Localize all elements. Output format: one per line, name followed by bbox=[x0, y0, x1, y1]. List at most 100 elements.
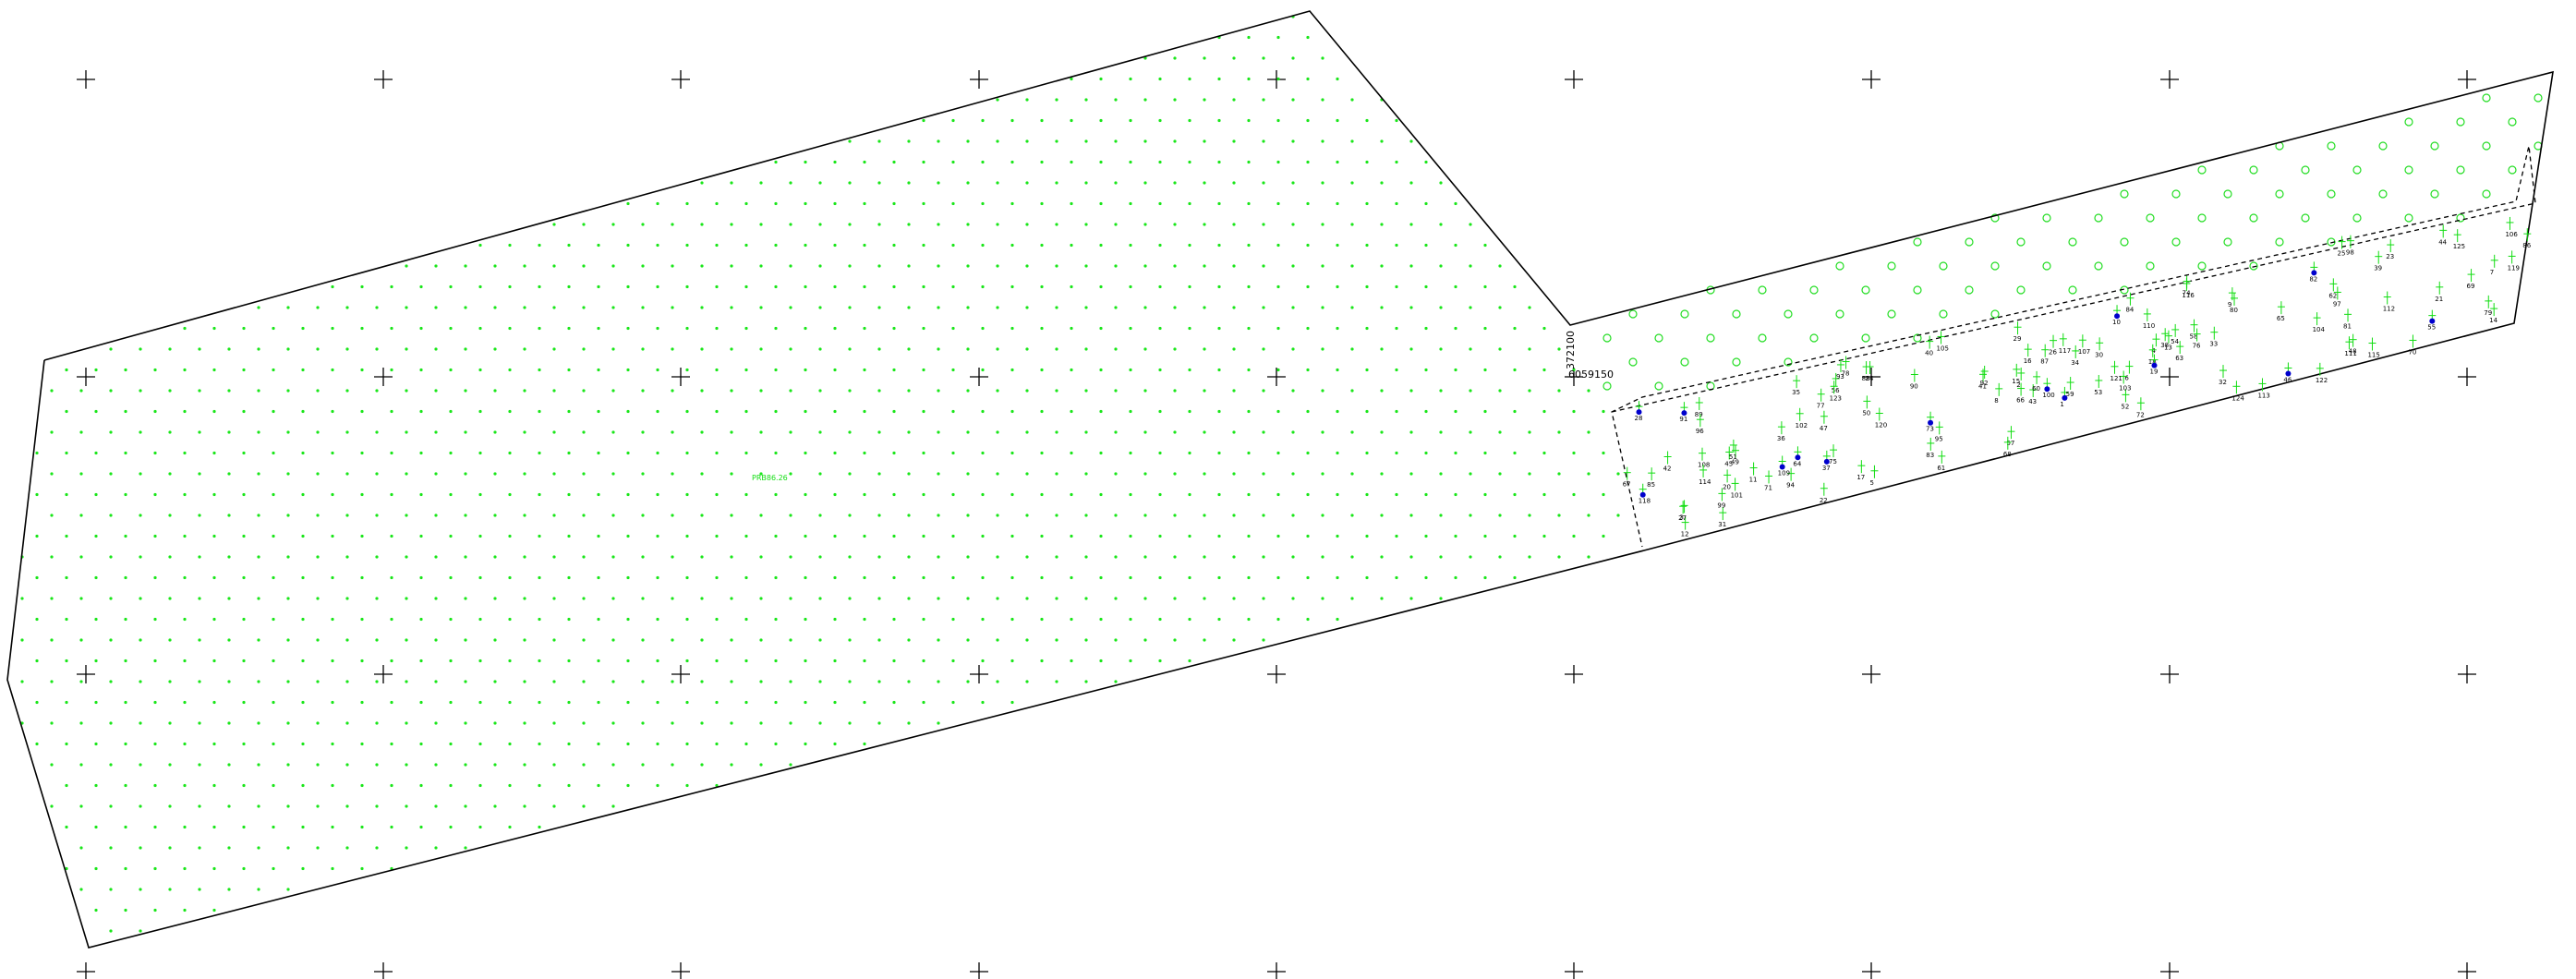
planting-dot bbox=[789, 347, 792, 351]
planting-dot bbox=[833, 575, 837, 580]
planting-dot bbox=[168, 638, 172, 642]
planting-dot bbox=[1513, 492, 1517, 497]
planting-dot bbox=[774, 201, 778, 206]
planting-dot bbox=[892, 243, 896, 248]
planting-dot bbox=[153, 659, 157, 663]
planting-dot bbox=[168, 389, 172, 393]
planting-dot bbox=[1188, 451, 1191, 455]
planting-dot bbox=[405, 514, 408, 517]
planting-dot bbox=[966, 347, 970, 351]
planting-dot bbox=[1380, 514, 1384, 517]
planting-dot bbox=[1114, 680, 1118, 683]
planting-dot bbox=[966, 139, 970, 143]
planting-dot bbox=[1040, 451, 1044, 455]
planting-dot bbox=[1217, 492, 1221, 497]
tree-marker: 97 bbox=[2333, 286, 2341, 308]
planting-dot bbox=[1070, 451, 1073, 455]
planting-dot bbox=[1291, 56, 1295, 60]
planting-dot bbox=[1276, 118, 1280, 123]
planting-dot bbox=[1424, 201, 1428, 206]
planting-dot bbox=[316, 763, 320, 767]
planting-dot bbox=[405, 763, 408, 767]
tree-number: 18 bbox=[2148, 358, 2157, 366]
tree-number: 43 bbox=[2028, 398, 2037, 405]
planting-dot bbox=[1336, 534, 1339, 538]
planting-dot bbox=[1070, 534, 1073, 538]
tree-circle bbox=[2352, 213, 2362, 223]
planting-dot bbox=[227, 763, 231, 767]
planting-dot bbox=[1336, 118, 1339, 123]
planting-dot bbox=[1276, 617, 1280, 622]
planting-dot bbox=[789, 680, 792, 683]
planting-dot bbox=[1454, 534, 1457, 538]
planting-dot bbox=[1084, 181, 1088, 185]
planting-dot bbox=[1469, 223, 1472, 226]
tree-number: 21 bbox=[2435, 296, 2443, 303]
planting-dot bbox=[65, 659, 68, 663]
planting-dot bbox=[168, 597, 172, 600]
planting-dot bbox=[1395, 575, 1398, 580]
planting-dot bbox=[611, 389, 615, 393]
planting-dot bbox=[1424, 409, 1428, 414]
planting-dot bbox=[1217, 160, 1221, 164]
planting-dot bbox=[907, 597, 911, 600]
planting-dot bbox=[405, 680, 408, 683]
planting-dot bbox=[493, 597, 497, 600]
planting-dot bbox=[478, 783, 482, 788]
planting-dot bbox=[345, 846, 349, 850]
tree-circle bbox=[2120, 189, 2129, 199]
tree-number: 46 bbox=[2283, 376, 2292, 383]
planting-dot bbox=[345, 680, 349, 683]
tree-marker: 119 bbox=[2508, 250, 2520, 272]
grid-cross-mark bbox=[970, 368, 988, 386]
planting-dot bbox=[360, 617, 364, 622]
planting-dot bbox=[597, 451, 600, 455]
planting-dot bbox=[996, 472, 999, 476]
planting-dot bbox=[1232, 638, 1236, 642]
planting-dot bbox=[966, 638, 970, 642]
planting-dot bbox=[1262, 472, 1265, 476]
planting-dot bbox=[1498, 472, 1502, 476]
planting-dot bbox=[183, 451, 187, 455]
planting-dot bbox=[139, 638, 142, 642]
planting-dot bbox=[1099, 118, 1103, 123]
planting-dot bbox=[523, 597, 526, 600]
tree-number: 20 bbox=[1723, 483, 1731, 490]
planting-dot bbox=[434, 721, 438, 725]
planting-dot bbox=[478, 659, 482, 663]
planting-dot bbox=[1350, 430, 1354, 434]
planting-dot bbox=[198, 555, 201, 559]
planting-dot bbox=[715, 368, 719, 372]
planting-dot bbox=[1025, 347, 1029, 351]
grid-cross-mark bbox=[1565, 665, 1583, 683]
planting-dot bbox=[700, 306, 704, 309]
planting-dot bbox=[907, 555, 911, 559]
planting-dot bbox=[892, 492, 896, 497]
planting-dot bbox=[567, 451, 571, 455]
planting-dot bbox=[153, 908, 157, 913]
tree-marker: 51 bbox=[1729, 439, 1737, 461]
planting-dot bbox=[168, 430, 172, 434]
tree-circle bbox=[1809, 285, 1819, 295]
planting-dot bbox=[523, 306, 526, 309]
planting-dot bbox=[848, 223, 852, 226]
tree-circle bbox=[2223, 189, 2232, 199]
planting-dot bbox=[1424, 243, 1428, 248]
planting-dot bbox=[493, 347, 497, 351]
planting-dot bbox=[744, 617, 748, 622]
planting-dot bbox=[1099, 201, 1103, 206]
tree-number: 11 bbox=[1749, 477, 1758, 484]
planting-dot bbox=[153, 617, 157, 622]
tree-marker: 78 bbox=[1842, 356, 1850, 378]
planting-dot bbox=[1099, 160, 1103, 164]
planting-dot bbox=[1129, 284, 1132, 289]
planting-dot bbox=[1469, 306, 1472, 309]
planting-dot bbox=[1143, 597, 1147, 600]
planting-dot bbox=[759, 638, 763, 642]
planting-dot bbox=[1469, 264, 1472, 268]
planting-dot bbox=[1321, 514, 1324, 517]
planting-dot bbox=[892, 575, 896, 580]
planting-dot bbox=[1350, 306, 1354, 309]
planting-dot bbox=[1084, 555, 1088, 559]
planting-dot bbox=[966, 514, 970, 517]
